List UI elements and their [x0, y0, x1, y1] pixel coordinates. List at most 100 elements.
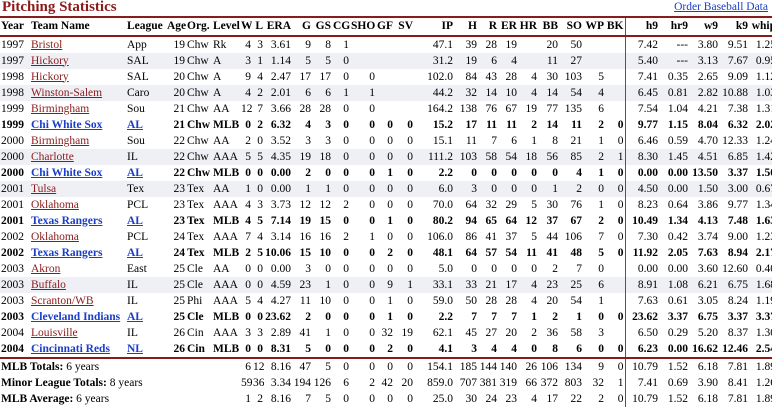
total-cell-hr: 26: [518, 357, 538, 375]
cell-sv: 1: [394, 277, 414, 293]
team-name-link[interactable]: Charlotte: [31, 150, 74, 163]
team-name-link[interactable]: Louisville: [31, 326, 78, 339]
team-name-link[interactable]: Chi White Sox: [31, 118, 103, 131]
team-name-link[interactable]: Texas Rangers: [31, 246, 103, 259]
cell-w: 0: [245, 342, 251, 355]
cell-bk: [605, 293, 625, 309]
cell-sho: 0: [350, 277, 376, 293]
cell-era: 0.00: [264, 181, 292, 197]
cell-h9: 9.77: [624, 117, 659, 133]
league-link[interactable]: NL: [127, 342, 143, 355]
league-link[interactable]: AL: [127, 166, 143, 179]
cell-wp: 6: [583, 277, 605, 293]
team-name-link[interactable]: Scranton/WB: [31, 294, 94, 307]
cell-w: 4: [245, 214, 251, 227]
total-cell-bk: 0: [617, 392, 624, 405]
column-header-w: W: [240, 18, 252, 37]
cell-gs: 0: [325, 342, 331, 355]
cell-sv: [394, 101, 414, 117]
cell-l: 0: [257, 262, 263, 275]
cell-whip: 0.40: [755, 262, 772, 275]
order-baseball-data-link[interactable]: Order Baseball Data: [674, 1, 768, 13]
total-cell-sho: 0: [350, 357, 376, 375]
total-cell-er: 319: [499, 376, 517, 389]
cell-gf: 2: [387, 246, 393, 259]
totals-row: MLB Totals: 6 years 6 12 8.16 47 5 0 0 0 0 154.1 18…: [0, 357, 772, 375]
league-link[interactable]: AL: [127, 246, 143, 259]
team-name-link[interactable]: Chi White Sox: [31, 166, 103, 179]
total-cell-bb: 372: [540, 376, 558, 389]
cell-level: MLB: [213, 214, 240, 227]
cell-ip: 15.2: [432, 118, 453, 131]
cell-hr: 0: [531, 166, 537, 179]
total-cell-cg: 0: [343, 392, 349, 405]
team-name-link[interactable]: Birmingham: [31, 134, 90, 147]
minor-season-row: 2003 Buffalo IL 25 Cle AAA 0 0 4.59 23 1 0 0 9 1 33.1 33…: [0, 277, 772, 293]
cell-g: 28: [299, 102, 312, 115]
cell-ip: 33.1: [414, 277, 454, 293]
column-header-wp: WP: [583, 18, 605, 37]
cell-g: 2: [305, 310, 311, 323]
cell-gs: 10: [319, 294, 332, 307]
team-name-link[interactable]: Cincinnati Reds: [31, 342, 110, 355]
team-name-link[interactable]: Birmingham: [31, 102, 90, 115]
cell-hr: 0: [531, 342, 537, 355]
cell-w9: 3.80: [697, 38, 718, 51]
cell-w9: 6.21: [689, 277, 719, 293]
cell-ip: 31.2: [414, 53, 454, 69]
cell-wp: 0: [583, 181, 605, 197]
cell-so: 85: [559, 149, 583, 165]
total-cell-whip: 1.89: [749, 357, 772, 375]
league-link[interactable]: AL: [127, 310, 143, 323]
cell-wp: 5: [598, 70, 604, 83]
total-cell-so: 22: [570, 392, 583, 405]
cell-bk: 0: [605, 181, 625, 197]
total-cell-cg: 0: [332, 357, 350, 375]
cell-so: 21: [570, 134, 583, 147]
column-header-so: SO: [559, 18, 583, 37]
mlb-season-row: 2000 Chi White Sox AL 22 Chw MLB 0 0 0.00 2 0 0 0 1 0 2…: [0, 165, 772, 181]
cell-bb: 77: [546, 102, 559, 115]
team-name-link[interactable]: Tulsa: [31, 182, 57, 195]
cell-org: Chw: [187, 118, 211, 131]
cell-league: PCL: [126, 229, 166, 245]
team-name-link[interactable]: Winston-Salem: [31, 86, 103, 99]
cell-cg: 0: [332, 181, 350, 197]
cell-er: 54: [505, 246, 518, 259]
cell-bk: 0: [617, 246, 624, 259]
team-name-link[interactable]: Cleveland Indians: [31, 310, 121, 323]
cell-bk: 0: [617, 198, 624, 211]
cell-hr9: 0.59: [667, 134, 688, 147]
cell-league: AL: [126, 213, 166, 229]
cell-hr9: 3.37: [667, 310, 688, 323]
team-name-link[interactable]: Buffalo: [31, 278, 66, 291]
cell-so: 76: [570, 198, 583, 211]
team-name-link[interactable]: Oklahoma: [31, 230, 79, 243]
cell-cg: 0: [332, 277, 350, 293]
cell-era: 4.27: [270, 294, 291, 307]
cell-ip: 5.0: [438, 262, 453, 275]
cell-bb: 41: [546, 246, 559, 259]
cell-age: 20: [166, 85, 186, 101]
team-name-link[interactable]: Hickory: [31, 54, 69, 67]
cell-hr: 0: [518, 181, 538, 197]
column-header-era: ERA: [264, 18, 292, 37]
cell-org: Tex: [187, 246, 205, 259]
total-cell-r: 24: [485, 392, 498, 405]
column-header-k9: k9: [719, 18, 749, 37]
league-link[interactable]: AL: [127, 118, 143, 131]
cell-hr9: ---: [659, 53, 689, 69]
team-name-link[interactable]: Hickory: [31, 70, 69, 83]
cell-k9: 9.77: [727, 198, 748, 211]
team-name-link[interactable]: Texas Rangers: [31, 214, 103, 227]
team-name-link[interactable]: Akron: [31, 262, 61, 275]
team-name-link[interactable]: Bristol: [31, 38, 63, 51]
cell-whip: 1.25: [755, 38, 772, 51]
cell-sho: 0: [369, 118, 375, 131]
league-link[interactable]: AL: [127, 214, 143, 227]
cell-year: 1998: [1, 70, 24, 83]
team-name-link[interactable]: Oklahoma: [31, 198, 79, 211]
cell-year: 1999: [1, 118, 24, 131]
cell-hr: 5: [531, 230, 537, 243]
cell-r: 4: [491, 342, 497, 355]
